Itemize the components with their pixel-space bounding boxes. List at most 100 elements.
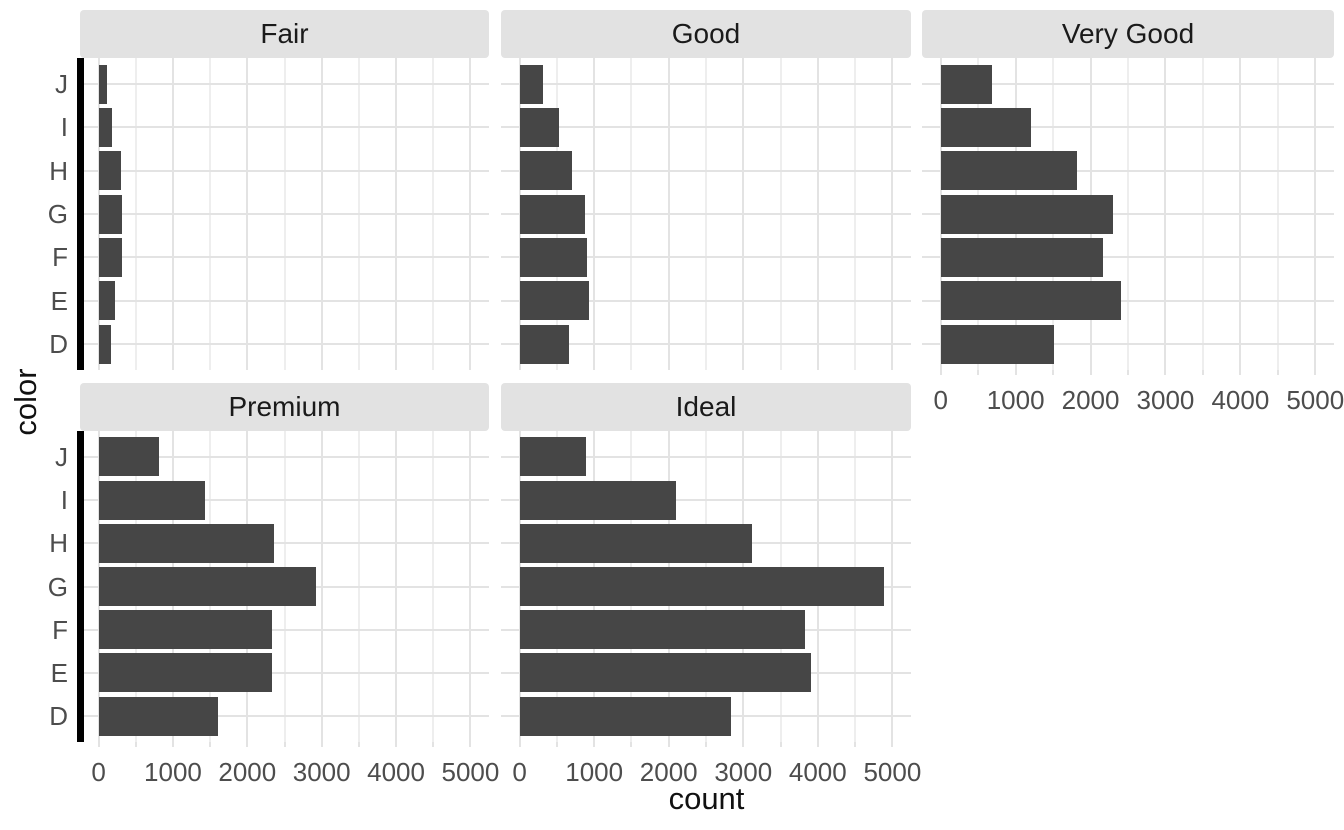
bar-ideal-j (519, 437, 587, 477)
x-ticklet-1500 (1052, 370, 1055, 375)
bar-premium-f (98, 610, 272, 650)
x-tick-label-0: 0 (512, 757, 527, 787)
x-ticklet-3500 (1201, 370, 1204, 375)
gridline-category-i (80, 499, 489, 502)
bar-ideal-g (519, 567, 884, 606)
facet-strip-fair: Fair (80, 10, 489, 58)
x-ticklet-2500 (1127, 370, 1129, 375)
x-ticklet-2500 (283, 742, 286, 747)
gridline-category-h (80, 542, 489, 545)
x-ticklet-2000 (1089, 370, 1092, 375)
x-ticklet-2500 (705, 742, 707, 747)
x-tick-label-3000: 3000 (714, 757, 773, 787)
facet-panel-premium (80, 431, 489, 742)
facet-panel-fair (80, 58, 489, 370)
x-ticklet-4500 (854, 742, 857, 747)
x-tick-label-2000: 2000 (218, 757, 277, 787)
gridline-category-f (80, 628, 489, 631)
bar-very-good-e (940, 281, 1121, 321)
bar-premium-i (98, 480, 205, 520)
x-tick-label-2000: 2000 (639, 757, 698, 787)
facet-strip-premium: Premium (80, 383, 489, 431)
x-tick-label-5000: 5000 (863, 757, 922, 787)
x-ticklet-500 (134, 742, 137, 747)
x-tick-label-4000: 4000 (1211, 385, 1270, 415)
bar-very-good-j (940, 64, 992, 104)
x-tick-label-1000: 1000 (144, 757, 202, 787)
bar-premium-e (98, 653, 273, 693)
gridline-category-i (501, 126, 911, 129)
x-ticklet-3000 (320, 742, 323, 747)
gridline-category-e (80, 671, 489, 674)
x-ticklet-1500 (630, 742, 633, 747)
y-tick-label-i: I (60, 112, 68, 143)
bar-good-e (519, 281, 590, 321)
bar-good-f (519, 237, 588, 277)
x-ticklet-3500 (779, 742, 782, 747)
gridline-category-e (922, 299, 1334, 302)
gridline-category-f (80, 256, 489, 259)
y-tick-label-e: E (50, 657, 68, 688)
y-tick-label-f: F (52, 242, 68, 273)
gridline-category-h (80, 169, 489, 172)
bar-fair-e (98, 281, 116, 321)
x-ticklet-2000 (667, 742, 670, 747)
x-axis-title: count (668, 781, 745, 816)
bar-fair-f (98, 237, 122, 277)
x-ticklet-3500 (357, 742, 360, 747)
facet-strip-good: Good (501, 10, 911, 58)
y-tick-label-f: F (52, 614, 68, 645)
x-tick-label-2000: 2000 (1061, 385, 1120, 415)
facet-panel-very-good (922, 58, 1334, 370)
x-ticklet-4000 (816, 742, 819, 747)
y-tick-label-g: G (47, 199, 68, 229)
x-ticklet-3000 (1164, 370, 1167, 375)
gridline-category-d (922, 343, 1334, 345)
facet-strip-ideal: Ideal (501, 383, 911, 431)
bar-premium-d (98, 696, 218, 736)
gridline-category-d (501, 343, 911, 345)
facet-strip-very-good: Very Good (922, 10, 1334, 58)
bar-ideal-f (519, 610, 805, 650)
x-tick-label-5000: 5000 (1286, 385, 1344, 415)
x-ticklet-1500 (209, 742, 212, 747)
gridline-category-g (80, 213, 489, 215)
facet-strip-label: Good (671, 18, 741, 49)
bar-good-i (519, 107, 559, 147)
y-tick-label-d: D (49, 329, 68, 359)
bar-good-g (519, 194, 585, 234)
y-tick-label-j: J (55, 69, 68, 99)
x-ticklet-1000 (1014, 370, 1017, 375)
gridline-category-e (501, 299, 911, 302)
x-ticklet-5000 (1314, 370, 1317, 375)
x-tick-label-0: 0 (91, 757, 106, 787)
gridline-category-d (80, 715, 489, 718)
gridline-category-j (501, 455, 911, 458)
gridline-category-i (80, 126, 489, 129)
bar-good-d (519, 324, 569, 364)
gridline-category-h (922, 169, 1334, 172)
gridline-category-j (922, 83, 1334, 85)
x-ticklet-4500 (1276, 370, 1279, 375)
gridline-category-g (922, 213, 1334, 215)
bar-very-good-h (940, 151, 1078, 191)
facet-strip-label: Fair (260, 18, 309, 49)
bar-fair-j (98, 64, 108, 104)
bar-ideal-i (519, 480, 676, 520)
bar-ideal-e (519, 653, 811, 693)
facet-strip-label: Very Good (1061, 18, 1195, 49)
x-ticklet-500 (977, 370, 980, 375)
bar-fair-d (98, 324, 111, 364)
bar-fair-i (98, 107, 112, 147)
y-tick-label-h: H (49, 155, 68, 186)
gridline-category-j (501, 83, 911, 85)
bar-ideal-h (519, 523, 752, 563)
x-ticklet-3000 (742, 742, 745, 747)
facet-panel-good (501, 58, 911, 370)
bar-fair-h (98, 151, 122, 191)
bar-very-good-d (940, 324, 1055, 364)
x-ticklet-2000 (246, 742, 249, 747)
x-ticklet-1000 (171, 742, 174, 747)
x-ticklet-4000 (395, 742, 398, 747)
